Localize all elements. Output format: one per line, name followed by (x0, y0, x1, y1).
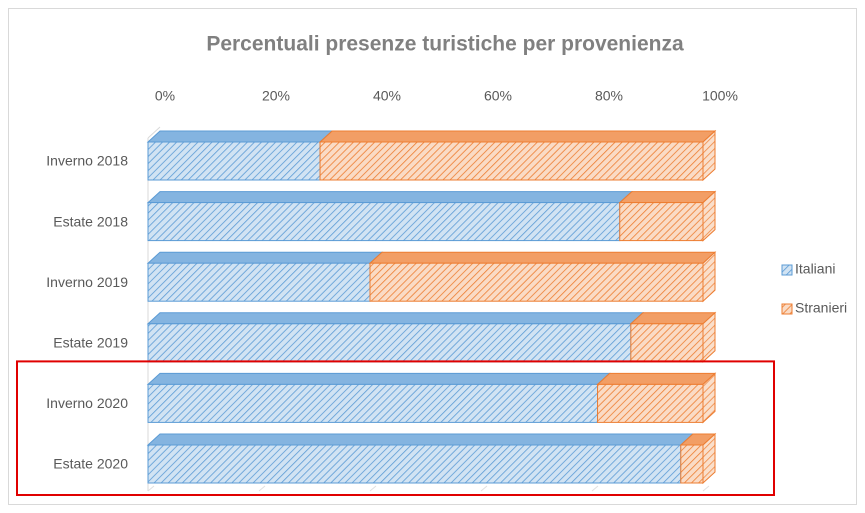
y-tick-label: Estate 2019 (53, 335, 128, 351)
x-tick (702, 485, 710, 492)
y-tick-label: Estate 2018 (53, 213, 128, 229)
bar-segment (679, 432, 717, 485)
legend-swatch (781, 303, 793, 315)
x-tick (369, 485, 377, 492)
bar-side (702, 372, 716, 424)
bar-front (369, 262, 704, 302)
x-tick (147, 485, 155, 492)
bar-front (619, 202, 704, 242)
bar-segment (146, 251, 384, 302)
bar-front (147, 444, 682, 484)
bar-segment (146, 191, 634, 242)
bar-segment (146, 372, 611, 423)
bar-segment (629, 311, 717, 363)
x-tick-label: 80% (595, 88, 623, 104)
bar-segment (146, 130, 334, 181)
x-tick (480, 485, 488, 492)
bar-top (146, 312, 645, 325)
bar-segment (318, 129, 717, 182)
bar-side (702, 129, 716, 182)
x-tick-label: 20% (262, 88, 290, 104)
bar-front (147, 202, 621, 242)
bar-side (702, 432, 716, 485)
highlight-box (16, 360, 775, 496)
x-tick-label: 40% (373, 88, 401, 104)
bar-side (702, 311, 716, 363)
bar-top (146, 372, 611, 385)
chart-title: Percentuali presenze turistiche per prov… (206, 33, 684, 56)
legend-label: Italiani (795, 261, 835, 277)
bar-front (630, 323, 704, 363)
bar-top (368, 251, 717, 264)
bar-front (597, 383, 704, 423)
bar-front (147, 383, 599, 423)
y-tick-label: Estate 2020 (53, 456, 128, 472)
x-tick (258, 485, 266, 492)
bar-front (147, 323, 632, 363)
bar-top (618, 191, 717, 204)
bar-top (318, 130, 717, 143)
bar-segment (146, 312, 645, 363)
bar-front (147, 141, 321, 181)
y-tick-label: Inverno 2019 (46, 274, 128, 290)
y-tick-label: Inverno 2018 (46, 153, 128, 169)
bar-front (319, 141, 704, 181)
x-tick-label: 100% (702, 88, 738, 104)
x-tick-label: 60% (484, 88, 512, 104)
bar-segment (596, 372, 717, 424)
bar-segment (368, 251, 717, 303)
bar-top (146, 191, 634, 204)
x-tick-label: 0% (155, 88, 175, 104)
bar-top (596, 372, 717, 385)
x-tick (591, 485, 599, 492)
bar-side (702, 190, 716, 242)
bar-top (629, 312, 717, 325)
bar-segment (618, 190, 717, 242)
plot-wall (147, 126, 161, 491)
legend-swatch (781, 264, 793, 276)
bar-top (146, 433, 695, 446)
bar-top (146, 130, 334, 143)
y-tick-label: Inverno 2020 (46, 395, 128, 411)
bar-top (146, 251, 384, 264)
bar-front (147, 262, 371, 302)
bar-side (702, 251, 716, 303)
bar-front (680, 444, 704, 484)
bar-segment (146, 433, 695, 484)
legend-label: Stranieri (795, 300, 847, 316)
